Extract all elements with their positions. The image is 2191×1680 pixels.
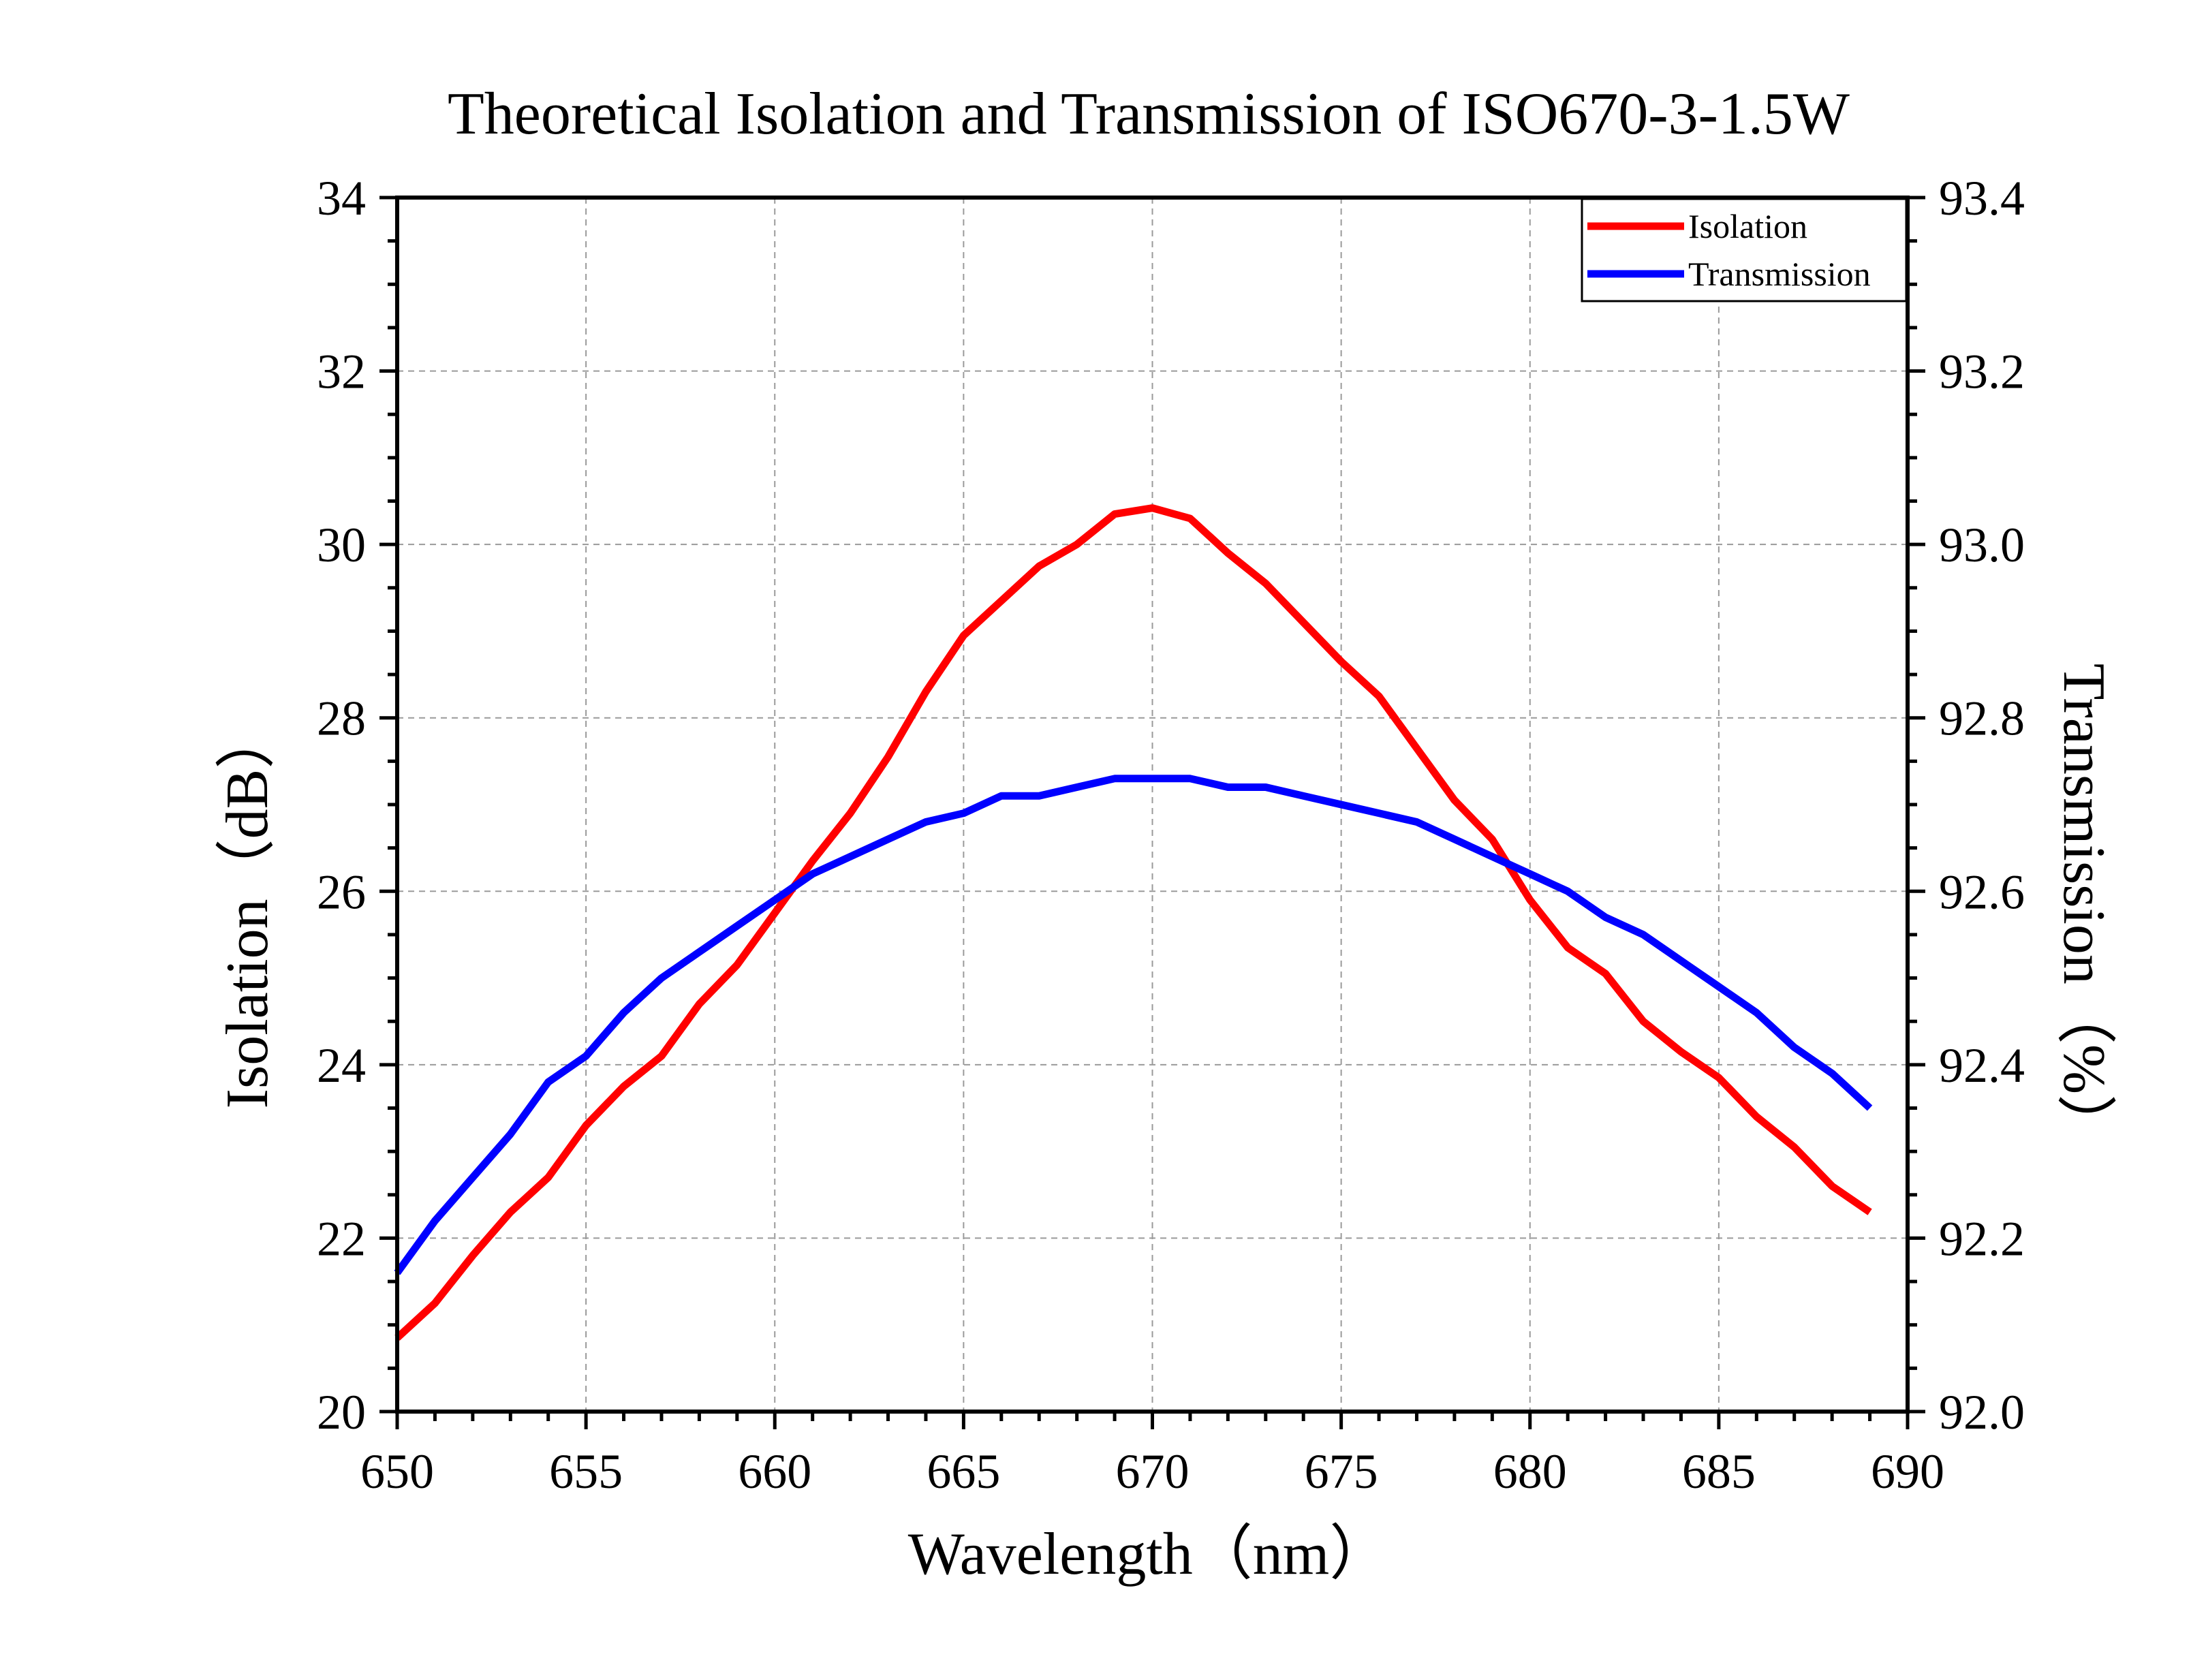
y2-tick-label: 92.8 — [1939, 691, 2025, 746]
y-axis-title: Isolation（dB） — [215, 709, 281, 1109]
legend-box — [1581, 198, 1908, 302]
y2-tick-label: 92.4 — [1939, 1038, 2025, 1093]
grid-lines — [397, 198, 1908, 1412]
x-tick-label: 655 — [549, 1444, 623, 1499]
x-tick-label: 680 — [1493, 1444, 1567, 1499]
y2-tick-label: 93.2 — [1939, 345, 2025, 399]
y2-tick-label: 92.0 — [1939, 1385, 2025, 1440]
y2-tick-label: 93.4 — [1939, 171, 2025, 225]
legend-transmission-label: Transmission — [1688, 255, 1871, 293]
x-tick-label: 665 — [927, 1444, 1000, 1499]
x-tick-label: 685 — [1682, 1444, 1756, 1499]
x-tick-label: 660 — [738, 1444, 811, 1499]
y2-tick-label: 92.6 — [1939, 865, 2025, 919]
y-tick-label: 22 — [317, 1211, 366, 1266]
x-tick-label: 690 — [1871, 1444, 1944, 1499]
y-tick-label: 30 — [317, 518, 366, 572]
x-tick-label: 670 — [1116, 1444, 1190, 1499]
tick-marks — [379, 196, 1925, 1429]
legend-isolation-label: Isolation — [1688, 207, 1807, 245]
y2-tick-label: 93.0 — [1939, 518, 2025, 572]
tick-labels: 650 655 660 665 670 675 680 685 690 20 22 24 26 28 30 3… — [317, 171, 2025, 1499]
x-tick-label: 650 — [360, 1444, 434, 1499]
y-tick-label: 28 — [317, 691, 366, 746]
y-tick-label: 20 — [317, 1385, 366, 1440]
series-line-transmission — [394, 775, 1873, 1275]
series-lines — [394, 504, 1873, 1341]
x-axis-title: Wavelength（nm） — [908, 1521, 1390, 1587]
series-line-isolation — [394, 504, 1872, 1341]
y-tick-label: 26 — [317, 865, 366, 919]
y2-tick-label: 92.2 — [1939, 1211, 2025, 1266]
y-tick-label: 32 — [317, 345, 366, 399]
x-tick-label: 675 — [1305, 1444, 1378, 1499]
y2-axis-title: Transmission（%） — [2051, 664, 2117, 1154]
y-tick-label: 24 — [317, 1038, 366, 1093]
legend: Isolation Transmission — [1581, 198, 1908, 302]
chart-title: Theoretical Isolation and Transmission o… — [448, 81, 1850, 147]
y-tick-label: 34 — [317, 171, 366, 225]
